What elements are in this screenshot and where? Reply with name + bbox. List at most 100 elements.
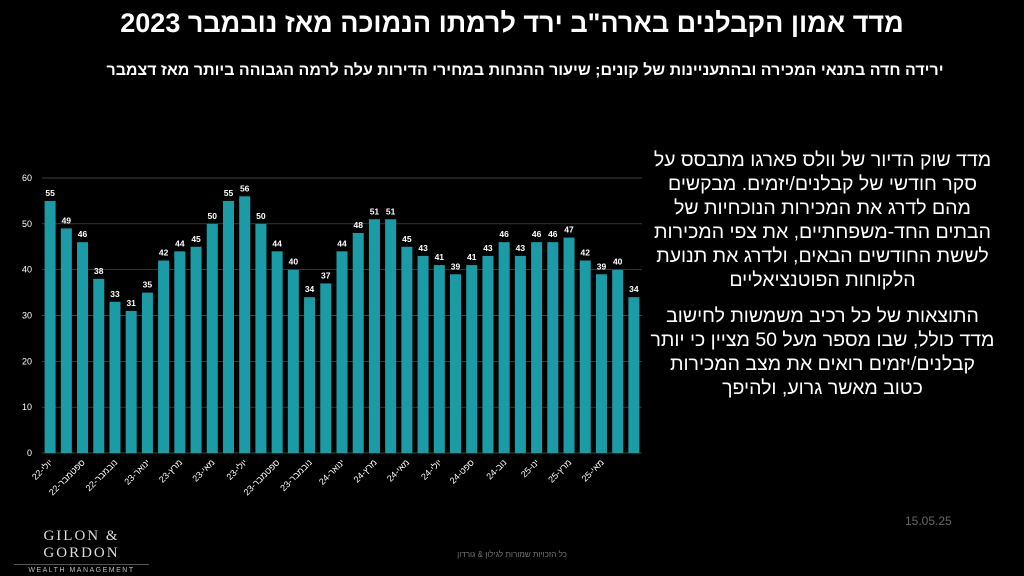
subtitle: ירידה חדה בתנאי המכירה ובהתעניינות של קו… [106,62,944,79]
bar [125,310,137,453]
data-label: 35 [143,280,153,290]
data-label: 49 [62,215,72,225]
bar [287,269,299,453]
data-label: 43 [483,243,493,253]
data-label: 46 [532,229,542,239]
x-tick-label: מרץ-24 [352,457,379,484]
y-tick-label: 40 [22,265,32,275]
bar [93,278,105,453]
data-label: 37 [321,270,331,280]
data-label: 44 [337,238,347,248]
paragraph: מדד שוק הדיור של וולס פארגו מתבסס על סקר… [653,149,992,291]
title: מדד אמון הקבלנים בארה"ב ירד לרמתו הנמוכה… [120,8,904,38]
bar [271,251,283,453]
data-label: 41 [435,252,445,262]
bar [450,274,462,453]
x-tick-label: מאי-25 [580,457,606,483]
date: 15.05.25 [905,514,952,528]
data-label: 34 [629,284,639,294]
x-tick-label: מאי-23 [190,457,216,483]
x-tick-label: נובמבר-23 [278,457,314,493]
bar [174,251,186,453]
logo-name: GILON & GORDON [43,528,120,561]
bar [547,242,559,453]
data-label: 41 [467,252,477,262]
bar [498,242,510,453]
data-label: 55 [45,188,55,198]
data-label: 40 [613,257,623,267]
logo: GILON & GORDON WEALTH MANAGEMENT [14,528,149,574]
data-label: 46 [499,229,509,239]
bar [466,265,478,453]
bar [109,301,121,453]
bar [190,246,202,453]
bar [563,237,575,453]
y-tick-label: 60 [22,173,32,183]
y-tick-label: 30 [22,311,32,321]
x-tick-label: ספט-24 [448,457,476,485]
description: מדד שוק הדיור של וולס פארגו מתבסס על סקר… [650,148,995,412]
data-label: 33 [110,289,120,299]
bar [612,269,624,453]
x-tick-label: מאי-24 [385,457,411,483]
bar [239,196,251,454]
data-label: 43 [418,243,428,253]
bar [595,274,607,453]
data-label: 51 [386,206,396,216]
data-label: 51 [370,206,380,216]
bar [336,251,348,453]
chart: 0102030405060יולי-225549ספטמבר-224638נוב… [22,173,642,497]
x-tick-label: ינואר-23 [122,457,151,486]
bar [385,219,397,453]
data-label: 46 [78,229,88,239]
x-tick-label: מרץ-25 [546,457,573,484]
bar [304,297,316,453]
bar [60,228,72,453]
data-label: 42 [581,248,591,258]
x-tick-label: יולי-22 [30,457,55,482]
data-label: 44 [272,238,282,248]
data-label: 42 [159,248,169,258]
data-label: 50 [256,211,266,221]
y-tick-label: 20 [22,356,32,366]
x-tick-label: יולי-24 [419,457,444,482]
bar [320,283,332,453]
x-tick-label: מרץ-23 [157,457,184,484]
bar [433,265,445,453]
paragraph: התוצאות של כל רכיב משמשות לחישוב מדד כול… [650,305,995,399]
bar [158,260,170,453]
bar [401,246,413,453]
logo-tagline: WEALTH MANAGEMENT [14,564,149,574]
footer: כל הזכויות שמורות לגילון & גורדון [457,550,567,559]
data-label: 45 [191,234,201,244]
x-tick-label: יולי-23 [225,457,250,482]
bar [206,223,218,453]
data-label: 56 [240,183,250,193]
bar [77,242,89,453]
bar [482,255,494,453]
bar [255,223,267,453]
x-tick-label: ינו-25 [519,457,541,479]
data-label: 31 [126,298,136,308]
bar [579,260,591,453]
data-label: 46 [548,229,558,239]
data-label: 39 [597,261,607,271]
y-tick-label: 0 [27,448,32,458]
bar [44,200,56,453]
y-tick-label: 10 [22,402,32,412]
bar [368,219,380,453]
bar [628,297,640,453]
data-label: 34 [305,284,315,294]
bar [222,200,234,453]
bar [141,292,153,453]
data-label: 45 [402,234,412,244]
bar [514,255,526,453]
x-tick-label: נובמבר-22 [84,457,120,493]
data-label: 48 [353,220,363,230]
bar [417,255,429,453]
x-tick-label: ינואר-24 [317,457,346,486]
bar [352,233,364,453]
data-label: 40 [289,257,299,267]
data-label: 44 [175,238,185,248]
